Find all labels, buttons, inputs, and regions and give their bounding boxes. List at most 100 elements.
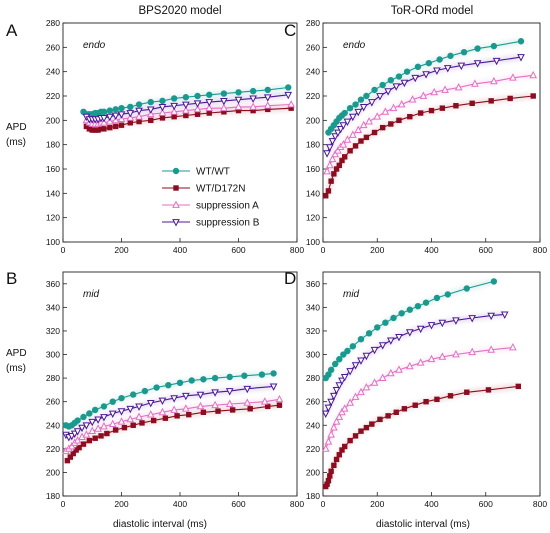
data-point [182, 392, 190, 401]
y-tick-label: 300 [306, 350, 320, 360]
data-point [339, 447, 345, 453]
data-point [530, 93, 536, 99]
data-point [80, 413, 87, 421]
data-point [220, 103, 228, 112]
data-point [117, 417, 126, 425]
data-point [64, 457, 71, 464]
data-point [427, 322, 436, 330]
data-point [182, 101, 190, 110]
series-halo [65, 402, 280, 463]
data-point [258, 371, 266, 378]
data-point [221, 109, 227, 115]
data-point [249, 87, 257, 95]
data-point [453, 103, 459, 109]
data-point [194, 92, 201, 100]
data-point [182, 404, 190, 412]
legend-marker [172, 167, 180, 175]
data-point [174, 413, 180, 419]
data-point [417, 110, 424, 116]
data-point [118, 104, 125, 112]
data-point [196, 401, 205, 410]
data-point [490, 278, 498, 285]
data-point [135, 101, 143, 108]
x-axis-label-left: diastolic interval (ms) [113, 519, 207, 530]
data-point [105, 113, 114, 122]
x-axis-label-right: diastolic interval (ms) [376, 519, 470, 530]
data-point [340, 351, 347, 358]
data-point [434, 396, 440, 403]
data-point [414, 63, 422, 71]
series-suppression-b [323, 54, 525, 158]
data-point [357, 336, 365, 343]
data-point [330, 423, 338, 431]
data-point [427, 354, 436, 363]
data-point [344, 347, 351, 355]
data-point [82, 422, 91, 430]
data-point [331, 462, 337, 469]
data-point [351, 362, 360, 370]
x-tick-label: 800 [533, 245, 547, 255]
data-point [490, 76, 498, 85]
data-point [340, 374, 349, 382]
data-point [171, 113, 177, 120]
data-point [331, 133, 340, 141]
series-wt-d172n [64, 402, 283, 464]
data-point [408, 95, 417, 103]
data-point [332, 360, 339, 368]
data-point [460, 48, 468, 56]
data-point [386, 337, 395, 345]
y-tick-label: 240 [306, 67, 320, 77]
x-tick-label: 0 [61, 245, 66, 255]
x-tick-label: 600 [231, 499, 245, 509]
data-point [342, 154, 348, 160]
data-point [336, 452, 342, 458]
data-point [94, 424, 102, 432]
data-point [332, 386, 341, 395]
data-point [438, 352, 447, 360]
x-tick-label: 800 [290, 499, 304, 509]
data-point [509, 342, 517, 351]
data-point [341, 109, 348, 117]
y-tick-label: 220 [306, 444, 320, 454]
data-point [76, 444, 82, 451]
data-point [135, 403, 143, 411]
data-point [67, 454, 74, 460]
data-point [359, 120, 368, 129]
data-point [443, 65, 452, 73]
data-point [395, 333, 403, 342]
data-point [358, 138, 364, 144]
data-point [100, 108, 108, 116]
y-tick-label: 280 [306, 18, 320, 28]
data-point [146, 410, 155, 418]
data-point [378, 342, 387, 350]
data-point [328, 178, 334, 184]
y-tick-label: 280 [46, 18, 60, 28]
data-point [339, 157, 345, 164]
data-point [378, 373, 387, 382]
data-point [374, 324, 381, 331]
data-point [241, 372, 248, 379]
data-point [325, 160, 334, 169]
region-label: mid [83, 289, 100, 300]
series-suppression-a [62, 394, 284, 455]
data-point [490, 42, 498, 50]
data-point [416, 358, 425, 366]
legend-label: suppression B [196, 218, 260, 229]
series-suppression-a [82, 100, 295, 127]
data-point [321, 444, 330, 452]
series-line [326, 74, 534, 172]
legend-label: WT/D172N [196, 184, 245, 195]
data-point [515, 383, 521, 390]
data-point [368, 99, 376, 107]
data-point [95, 127, 101, 133]
data-point [146, 106, 155, 114]
series-suppression-a [323, 70, 538, 175]
data-point [343, 135, 352, 143]
data-point [158, 108, 167, 116]
data-point [139, 420, 145, 426]
data-point [98, 433, 104, 439]
data-point [398, 310, 405, 317]
legend-label: suppression A [196, 201, 259, 212]
data-point [330, 392, 338, 401]
data-point [333, 456, 340, 463]
